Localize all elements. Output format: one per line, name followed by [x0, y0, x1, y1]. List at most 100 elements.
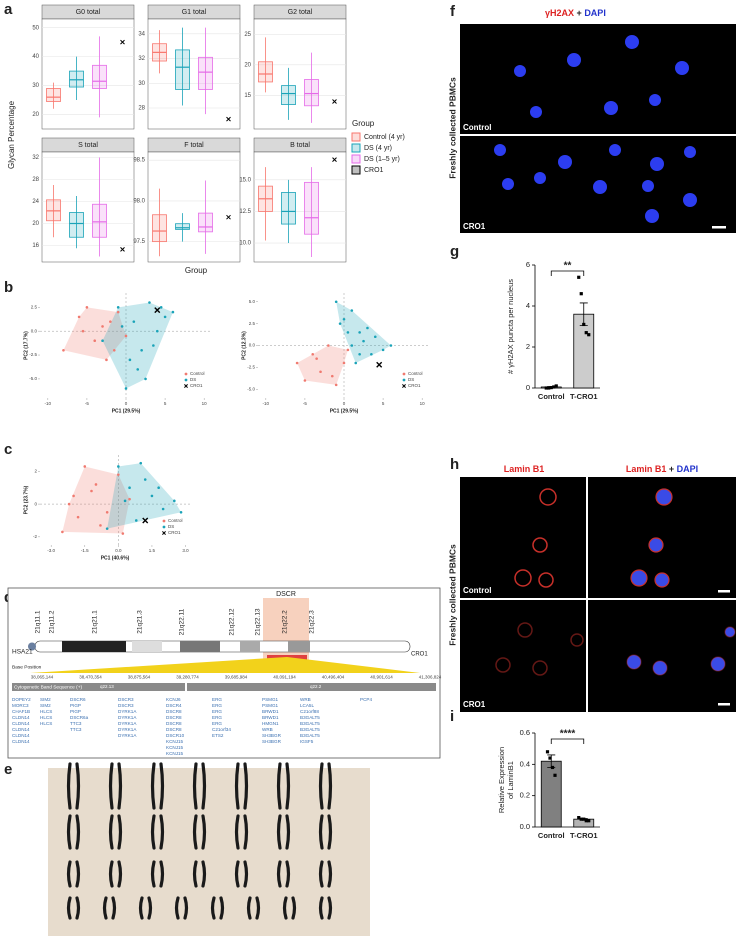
y-tick-label: -5.0	[247, 386, 255, 391]
chromosome	[66, 896, 72, 920]
chromosome	[117, 814, 123, 850]
data-point	[579, 817, 583, 821]
point	[94, 483, 98, 486]
row-label: Control	[463, 123, 491, 132]
y-tick-label: 50	[32, 25, 39, 31]
gene-label: SIM2	[40, 697, 51, 702]
gene-label: DSCR8	[166, 715, 182, 720]
x-tick-label: 3.0	[182, 548, 189, 553]
point	[346, 331, 350, 334]
point	[342, 317, 346, 321]
base-position: 38,875,564	[128, 675, 151, 680]
data-point	[552, 385, 556, 389]
track-band: q22.2	[310, 684, 322, 689]
gene-label: SH3BGR	[262, 733, 282, 738]
panel-label: b	[4, 279, 13, 296]
y-tick-label: 0.0	[31, 328, 38, 333]
chromosome	[243, 762, 249, 810]
legend-key	[402, 372, 406, 376]
band-label: 21q22.2	[282, 610, 289, 634]
gene-label: DYRK1A	[118, 721, 137, 726]
panel-label: a	[4, 1, 13, 18]
box	[92, 203, 107, 238]
point	[144, 377, 147, 381]
y-tick-label: -2	[33, 534, 37, 539]
point	[155, 329, 159, 333]
point	[327, 344, 330, 347]
point	[154, 307, 161, 314]
chromosome	[174, 896, 180, 920]
y-axis-label: of LaminB1	[506, 761, 515, 799]
box	[258, 61, 273, 83]
band-label: 21q11.2	[49, 610, 56, 633]
gene-label: PSMG1	[262, 703, 279, 708]
gene-label: ERG	[212, 709, 222, 714]
genome-browser	[7, 587, 441, 759]
data-point	[544, 386, 548, 390]
gene-label: SH3BGR	[262, 739, 282, 744]
plot-area	[41, 18, 135, 130]
facet-title: F total	[184, 142, 204, 149]
chromosome	[147, 896, 153, 920]
box	[46, 88, 61, 102]
chromosome	[291, 896, 297, 920]
x-tick-label: -5	[85, 401, 89, 406]
gene-label: B3GALT5	[300, 721, 320, 726]
point	[350, 344, 354, 347]
chromosome	[318, 762, 324, 810]
y-tick-label: 30	[32, 83, 39, 89]
chromosome	[318, 860, 324, 888]
point	[362, 339, 365, 343]
group-hull	[107, 463, 182, 529]
chromosome	[159, 860, 165, 888]
point	[132, 320, 136, 323]
legend-key	[351, 143, 361, 153]
x-tick-label: -3.0	[47, 548, 55, 553]
box	[304, 79, 319, 107]
x-tick-label: 5	[382, 401, 385, 406]
point	[134, 519, 138, 522]
point	[105, 527, 109, 530]
point	[163, 315, 167, 319]
point	[67, 502, 71, 506]
panel-label: f	[450, 3, 456, 20]
chromosome	[285, 814, 291, 850]
point	[124, 334, 128, 338]
point	[358, 352, 361, 356]
y-tick-label: 34	[138, 31, 145, 37]
y-tick-label: 98.0	[133, 198, 145, 204]
cro1-point	[120, 246, 125, 252]
chromosome	[255, 896, 261, 920]
data-point	[547, 386, 551, 390]
chromosome	[327, 860, 333, 888]
y-tick-label: 6	[526, 260, 530, 269]
gene-label: B3GALT5	[300, 715, 320, 720]
y-axis-label: PC2 (17.7%)	[23, 331, 29, 360]
point	[358, 331, 361, 334]
legend-key	[351, 165, 361, 175]
y-tick-label: 0	[34, 501, 37, 506]
karyotype-image	[48, 768, 370, 936]
x-tick-label: 10	[202, 401, 208, 406]
x-tick-label: T-CRO1	[570, 392, 598, 401]
gene-label: DYRK1A	[118, 709, 137, 714]
group-hull	[297, 345, 348, 385]
gene-label: PIGP	[70, 703, 81, 708]
point	[157, 486, 160, 490]
chromosome	[66, 814, 72, 850]
y-axis-label: PC2 (12.3%)	[241, 331, 247, 360]
x-tick-label: 0.0	[115, 548, 122, 553]
x-tick-label: -10	[263, 401, 270, 406]
point	[338, 322, 342, 325]
gene-label: C21orf88	[300, 709, 319, 714]
point	[61, 530, 64, 534]
data-point	[579, 292, 583, 296]
legend-label: DS	[408, 377, 414, 382]
point	[139, 461, 143, 465]
point	[150, 494, 154, 498]
panel-title: Lamin B1	[504, 464, 545, 474]
chromosome	[234, 860, 240, 888]
band-label: 21q22.13	[255, 608, 262, 635]
legend-label: CRO1	[168, 530, 181, 535]
gene-label: PCP4	[360, 697, 372, 702]
